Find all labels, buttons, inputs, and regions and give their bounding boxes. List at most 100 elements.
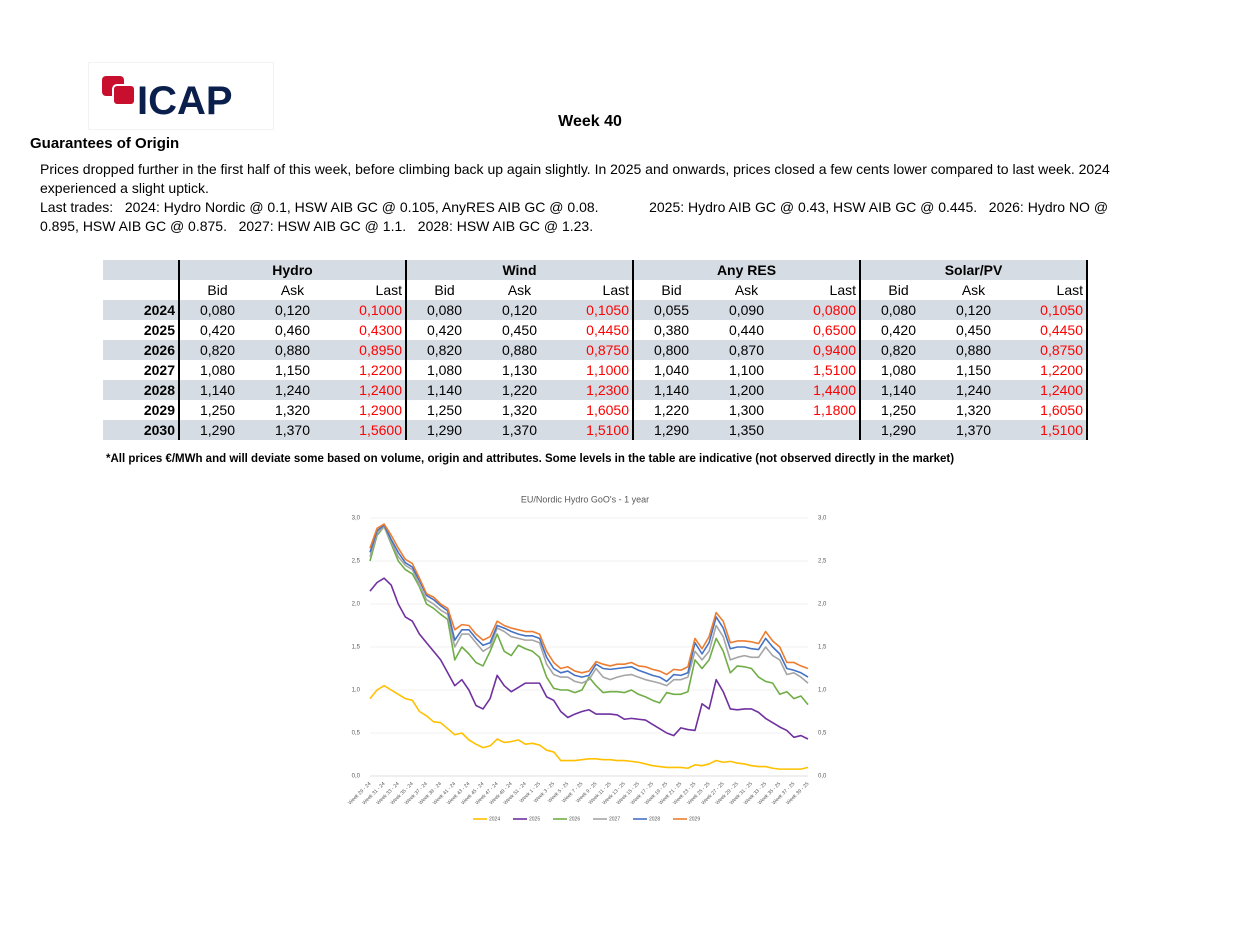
- table-cell: 0,420: [426, 322, 463, 338]
- table-cell: 0,420: [199, 322, 236, 338]
- table-cell: 2029: [103, 400, 180, 420]
- paragraph: Last trades: 2024: Hydro Nordic @ 0.1, H…: [40, 199, 1112, 234]
- table-cell: 1,290: [406, 420, 482, 440]
- table-cell: [784, 420, 861, 440]
- table-cell: 1,140: [179, 380, 255, 400]
- table-cell: 0,450: [501, 322, 538, 338]
- table-cell: 1,370: [255, 420, 330, 440]
- table-cell: [103, 280, 180, 300]
- table-cell: 0,1050: [1011, 300, 1088, 320]
- table-cell: 1,2400: [1011, 380, 1088, 400]
- table-cell: 1,370: [936, 420, 1011, 440]
- table-cell: 1,290: [860, 420, 936, 440]
- y2-tick-label: 1,0: [818, 688, 827, 694]
- table-cell: 1,2200: [1011, 360, 1088, 380]
- logo-text: ICAP: [137, 79, 233, 123]
- y-tick-label: 2,5: [352, 559, 361, 565]
- column-header: Bid: [207, 282, 228, 298]
- table-cell: 0,080: [179, 300, 255, 320]
- table-cell: 1,140: [406, 380, 482, 400]
- table-cell: 2026: [103, 340, 180, 360]
- table-cell: 0,120: [255, 300, 330, 320]
- column-header: Bid: [434, 282, 455, 298]
- table-cell: 0,440: [728, 322, 765, 338]
- table-cell: 0,880: [482, 340, 557, 360]
- column-header: Bid: [661, 282, 682, 298]
- y2-tick-label: 1,5: [818, 645, 827, 651]
- table-row: Bid Ask Last Bid Ask Last Bid Ask Last Bid Ask Last: [103, 280, 1088, 300]
- series-line: [369, 684, 809, 770]
- series-line: [369, 523, 809, 676]
- y2-tick-label: 2,0: [818, 602, 827, 608]
- commentary: Prices dropped further in the first half…: [40, 160, 1130, 236]
- column-header: Last: [330, 280, 407, 300]
- table-cell: 1,140: [860, 380, 936, 400]
- legend-label: 2024: [489, 816, 500, 822]
- table-cell: 0,820: [860, 340, 936, 360]
- series-line: [369, 525, 809, 687]
- column-header: Ask: [734, 282, 759, 298]
- logo: ICAP: [88, 62, 274, 130]
- table-cell: 0,880: [255, 340, 330, 360]
- table-cell: 1,080: [199, 362, 236, 378]
- table-row: 2029 1,250 1,320 1,2900 1,250 1,320 1,6050 1,22…: [103, 400, 1088, 420]
- y-tick-label: 0,0: [352, 774, 361, 780]
- table-cell: 0,1050: [557, 300, 634, 320]
- y-tick-label: 3,0: [352, 516, 361, 522]
- table-cell: 0,090: [709, 300, 784, 320]
- table-cell: 1,290: [179, 420, 255, 440]
- table-cell: 1,250: [426, 402, 463, 418]
- table-cell: 0,420: [880, 322, 917, 338]
- group-header: Any RES: [633, 260, 861, 280]
- table-cell: 1,6050: [557, 400, 634, 420]
- table-cell: 1,150: [955, 362, 992, 378]
- logo-mark: [112, 84, 136, 106]
- table-cell: 1,320: [955, 402, 992, 418]
- y2-tick-label: 3,0: [818, 516, 827, 522]
- chart-title: EU/Nordic Hydro GoO's - 1 year: [521, 494, 649, 504]
- column-header: Last: [784, 280, 861, 300]
- table-cell: 0,380: [653, 322, 690, 338]
- table-cell: 1,220: [653, 402, 690, 418]
- column-header: Bid: [888, 282, 909, 298]
- table-cell: 0,450: [955, 322, 992, 338]
- table-cell: 1,350: [709, 420, 784, 440]
- legend-label: 2027: [609, 816, 620, 822]
- table-cell: 0,4300: [330, 320, 407, 340]
- table-cell: 0,120: [936, 300, 1011, 320]
- table-cell: 1,220: [482, 380, 557, 400]
- table-cell: 0,9400: [784, 340, 861, 360]
- series-line: [369, 577, 809, 740]
- table-cell: 0,880: [936, 340, 1011, 360]
- table-cell: 0,4450: [557, 320, 634, 340]
- table-cell: 0,0800: [784, 300, 861, 320]
- table-cell: 1,6050: [1011, 400, 1088, 420]
- price-table: Hydro Wind Any RES Solar/PV Bid Ask Last Bid Ask…: [103, 260, 1088, 440]
- legend-label: 2029: [689, 816, 700, 822]
- table-cell: 1,5100: [557, 420, 634, 440]
- table-cell: 1,250: [880, 402, 917, 418]
- chart: EU/Nordic Hydro GoO's - 1 year 0,0 0,0 0,5…: [347, 494, 827, 822]
- table-cell: 1,300: [728, 402, 765, 418]
- table-cell: 0,1000: [330, 300, 407, 320]
- group-header: Solar/PV: [860, 260, 1088, 280]
- table-cell: 1,1000: [557, 360, 634, 380]
- table-cell: 0,080: [406, 300, 482, 320]
- table-cell: 2024: [103, 300, 180, 320]
- legend-label: 2028: [649, 816, 660, 822]
- table-cell: 1,2400: [330, 380, 407, 400]
- series-line: [369, 524, 809, 683]
- week-title: Week 40: [558, 113, 622, 130]
- y2-tick-label: 0,0: [818, 774, 827, 780]
- legend-label: 2026: [569, 816, 580, 822]
- column-header: Last: [557, 280, 634, 300]
- table-cell: 1,1800: [784, 400, 861, 420]
- table-cell: 1,2300: [557, 380, 634, 400]
- table-cell: 0,080: [860, 300, 936, 320]
- table-cell: [103, 260, 180, 280]
- table-row: 2030 1,290 1,370 1,5600 1,290 1,370 1,5100 1,29…: [103, 420, 1088, 440]
- y-tick-label: 1,5: [352, 645, 361, 651]
